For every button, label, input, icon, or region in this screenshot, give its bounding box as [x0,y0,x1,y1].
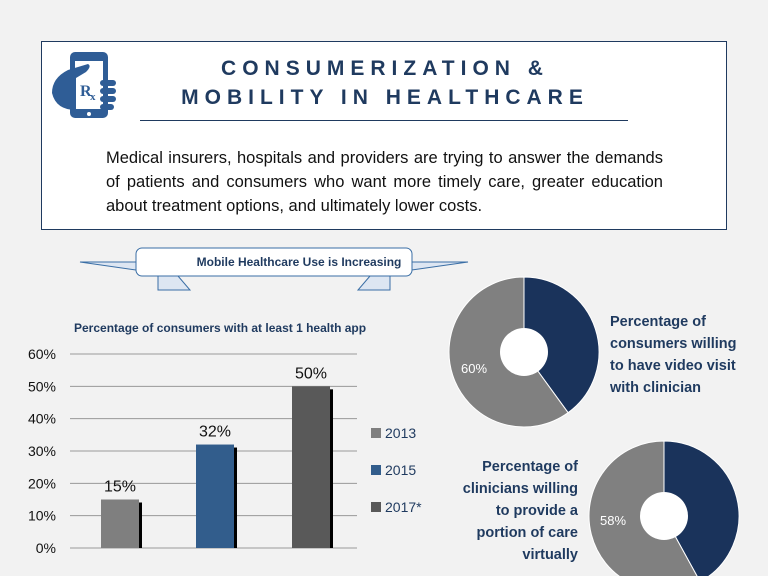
donut-hole [500,328,548,376]
data-label: 50% [295,365,327,382]
pie1-caption: Percentage of consumers willing to have vi… [610,311,737,399]
caption-line: to provide a [495,503,578,519]
caption-line: virtually [522,547,578,563]
y-tick-label: 40% [28,411,56,427]
caption-line: portion of care [476,525,578,541]
y-tick-label: 20% [28,475,56,491]
phone-rx-icon: R x [52,52,116,118]
caption-line: Percentage of [482,459,578,475]
donut-hole [640,492,688,540]
bar-2015 [196,444,234,548]
caption-line: consumers willing [610,336,737,352]
legend-swatch [371,465,381,475]
title-line-2: MOBILITY IN HEALTHCARE [181,86,589,109]
caption-line: Percentage of [610,314,706,330]
data-label: 15% [104,479,136,496]
banner-label: Mobile Healthcare Use is Increasing [196,255,402,269]
legend-label: 2017* [385,499,422,515]
bar-2013 [101,499,139,548]
donut-slice [663,440,740,576]
caption-line: clinicians willing [462,481,578,497]
donut-slice [448,276,569,428]
slice-label: 58% [600,513,626,528]
bar-chart-title: Percentage of consumers with at least 1 … [74,321,367,335]
y-tick-label: 0% [36,540,56,556]
legend-label: 2015 [385,462,416,478]
bar-chart: 0% 10% 20% 30% 40% 50% 60% 15% 32% 50% 2013 2015 201… [28,346,422,556]
title-line-1: CONSUMERIZATION & [221,57,549,80]
legend-swatch [371,428,381,438]
slice-label: 60% [461,361,487,376]
banner-ribbon [79,247,469,291]
legend-swatch [371,502,381,512]
header-box [41,41,727,230]
legend-label: 2013 [385,425,416,441]
caption-line: with clinician [610,380,702,396]
page-title: CONSUMERIZATION & MOBILITY IN HEALTHCARE [150,54,620,112]
donut-slice [523,276,600,414]
caption-line: to have video visit [610,358,736,374]
title-divider [140,120,628,121]
y-tick-label: 10% [28,508,56,524]
y-tick-label: 60% [28,346,56,362]
svg-text:x: x [90,91,96,103]
y-tick-label: 50% [28,378,56,394]
bar-2017* [292,386,330,548]
description: Medical insurers, hospitals and provider… [106,149,663,215]
svg-text:R: R [80,83,92,100]
pie2-caption: Percentage of clinicians willing to provid… [440,456,578,566]
data-label: 32% [199,424,231,441]
donut-slice [588,440,698,576]
y-tick-label: 30% [28,443,56,459]
